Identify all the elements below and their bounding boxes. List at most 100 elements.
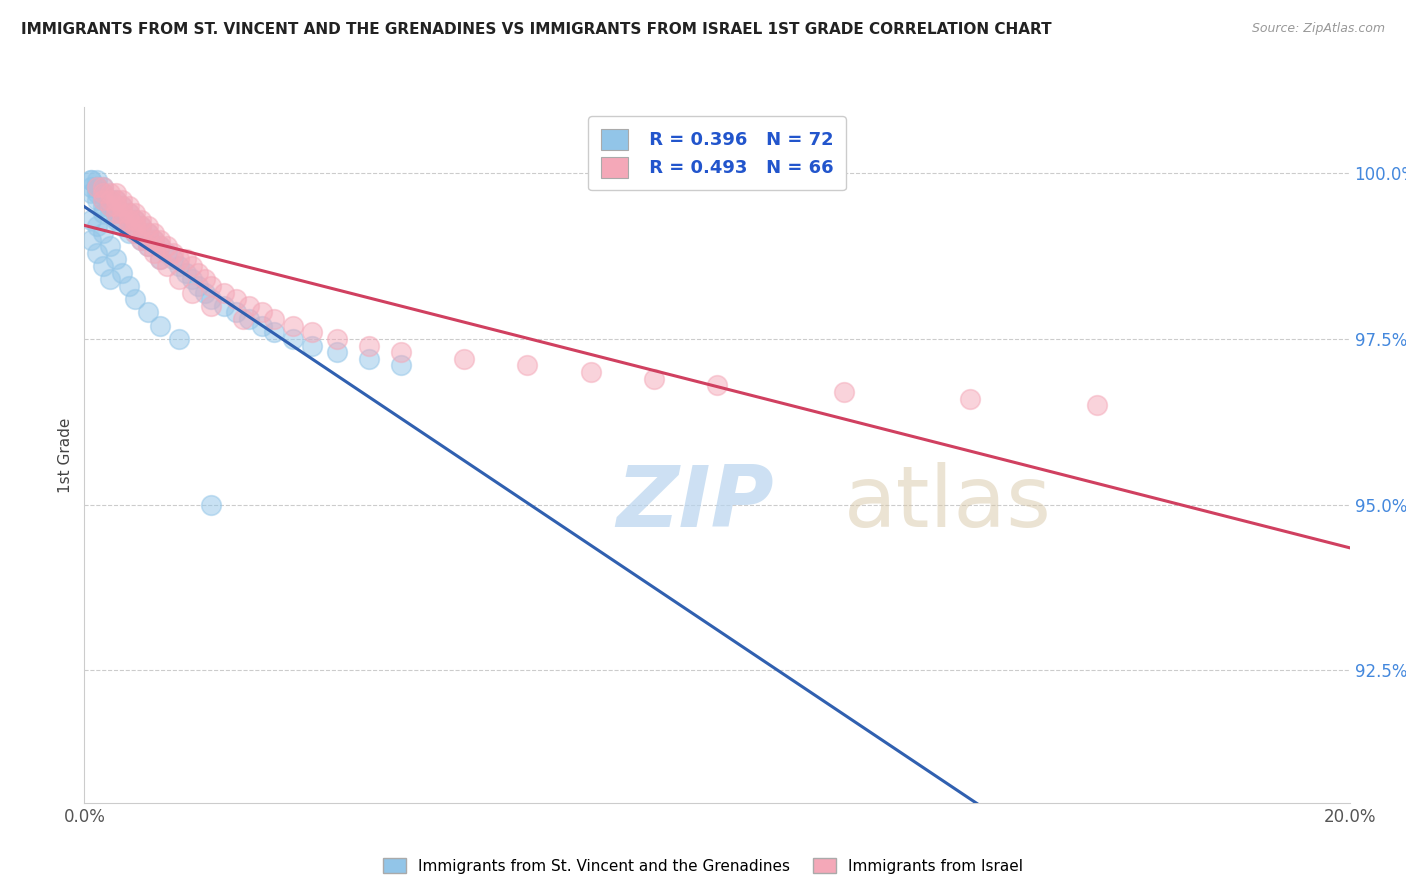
Point [389, 359, 412, 373]
Point [118, 199, 141, 213]
Point [124, 212, 146, 227]
Point [155, 239, 177, 253]
Point [1085, 398, 1108, 412]
Point [86, 245, 108, 260]
Point [706, 378, 728, 392]
Point [162, 252, 184, 267]
Point [200, 498, 222, 512]
Point [326, 332, 349, 346]
Text: Source: ZipAtlas.com: Source: ZipAtlas.com [1251, 22, 1385, 36]
Point [143, 233, 166, 247]
Point [79, 173, 103, 187]
Point [149, 252, 172, 267]
Point [118, 212, 141, 227]
Point [124, 226, 146, 240]
Legend: Immigrants from St. Vincent and the Grenadines, Immigrants from Israel: Immigrants from St. Vincent and the Gren… [377, 852, 1029, 880]
Point [136, 226, 159, 240]
Point [180, 259, 204, 273]
Y-axis label: 1st Grade: 1st Grade [58, 417, 73, 492]
Point [231, 312, 254, 326]
Point [357, 338, 380, 352]
Point [200, 299, 222, 313]
Point [111, 199, 134, 213]
Point [105, 186, 127, 201]
Point [93, 206, 115, 220]
Point [129, 212, 153, 227]
Point [118, 212, 141, 227]
Point [212, 299, 235, 313]
Point [98, 199, 121, 213]
Point [143, 245, 166, 260]
Point [200, 279, 222, 293]
Point [86, 179, 108, 194]
Point [98, 193, 121, 207]
Point [124, 226, 146, 240]
Point [959, 392, 981, 406]
Point [105, 206, 127, 220]
Point [93, 226, 115, 240]
Point [93, 259, 115, 273]
Point [98, 239, 121, 253]
Point [93, 193, 115, 207]
Point [193, 272, 217, 286]
Point [301, 338, 323, 352]
Point [118, 206, 141, 220]
Point [250, 305, 273, 319]
Text: IMMIGRANTS FROM ST. VINCENT AND THE GRENADINES VS IMMIGRANTS FROM ISRAEL 1ST GRA: IMMIGRANTS FROM ST. VINCENT AND THE GREN… [21, 22, 1052, 37]
Point [129, 233, 153, 247]
Point [86, 219, 108, 234]
Point [86, 193, 108, 207]
Point [149, 239, 172, 253]
Text: atlas: atlas [844, 462, 1052, 545]
Point [225, 305, 247, 319]
Point [79, 186, 103, 201]
Point [93, 193, 115, 207]
Point [111, 219, 134, 234]
Point [389, 345, 412, 359]
Point [118, 219, 141, 234]
Point [105, 199, 127, 213]
Point [263, 312, 285, 326]
Point [98, 193, 121, 207]
Point [136, 239, 159, 253]
Point [169, 272, 191, 286]
Point [238, 312, 260, 326]
Point [98, 206, 121, 220]
Point [86, 186, 108, 201]
Point [136, 305, 159, 319]
Point [143, 226, 166, 240]
Point [105, 212, 127, 227]
Point [136, 226, 159, 240]
Point [118, 226, 141, 240]
Point [118, 206, 141, 220]
Point [105, 206, 127, 220]
Point [136, 219, 159, 234]
Legend:  R = 0.396   N = 72,  R = 0.493   N = 66: R = 0.396 N = 72, R = 0.493 N = 66 [588, 116, 846, 190]
Point [79, 212, 103, 227]
Point [187, 279, 209, 293]
Point [357, 351, 380, 366]
Point [98, 193, 121, 207]
Point [516, 359, 538, 373]
Point [86, 173, 108, 187]
Point [105, 193, 127, 207]
Point [326, 345, 349, 359]
Point [250, 318, 273, 333]
Point [162, 245, 184, 260]
Point [832, 384, 855, 399]
Point [143, 233, 166, 247]
Point [174, 266, 197, 280]
Point [98, 272, 121, 286]
Point [124, 212, 146, 227]
Text: ZIP: ZIP [616, 462, 773, 545]
Point [105, 193, 127, 207]
Point [149, 252, 172, 267]
Point [93, 179, 115, 194]
Point [111, 212, 134, 227]
Point [129, 219, 153, 234]
Point [180, 285, 204, 300]
Point [93, 179, 115, 194]
Point [93, 186, 115, 201]
Point [79, 179, 103, 194]
Point [149, 239, 172, 253]
